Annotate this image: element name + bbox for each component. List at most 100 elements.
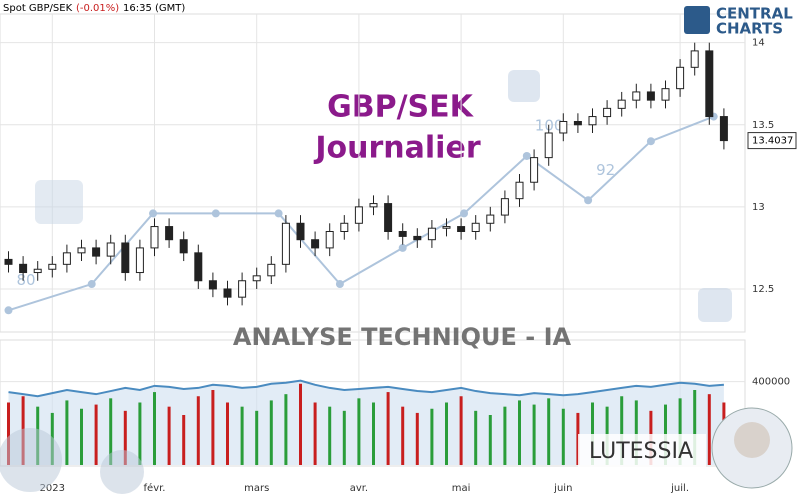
candle-body [354,206,363,224]
volume-bar [182,415,186,465]
volume-bar [94,404,98,465]
candle-body [238,280,247,298]
volume-bar [123,410,127,465]
overlay-point [460,209,469,218]
candle-body [48,263,57,270]
candle-body [340,222,349,232]
volume-bar [299,383,302,465]
chart-subtitle: Journalier [313,131,480,166]
volume-bar [240,406,244,465]
candle-body [442,226,451,229]
volume-bar [620,396,624,465]
candle-body [676,66,685,90]
volume-bar [401,406,405,465]
candle-body [150,226,159,249]
candle-body [296,222,305,241]
overlay-line [8,115,715,312]
x-tick-label: avr. [350,483,368,494]
icon [35,180,83,224]
candle-body [208,280,217,290]
candle-body [515,181,524,200]
last-price: 13.4037 [752,136,793,147]
volume-bar [313,402,317,465]
candle-body [19,263,28,274]
volume-bar [678,398,682,465]
volume-bar [328,406,332,465]
x-tick-label: 2023 [40,483,65,494]
candle-body [121,242,130,274]
y-tick-label: 14 [752,38,765,49]
volume-bar [65,400,69,465]
overlay-point [522,151,531,160]
volume-bar [707,394,711,465]
candle-body [77,247,86,254]
chart-title: GBP/SEK [327,90,475,125]
candle-body [588,116,597,126]
volume-bar [430,408,434,465]
y-tick-label: 12.5 [752,284,774,295]
volume-bar [167,406,171,465]
overlay-point [149,209,158,218]
candle-body [500,198,509,216]
overlay-point [87,280,96,289]
candle-body [135,247,144,274]
volume-bar [503,406,507,465]
y-tick-label: 13.5 [752,120,774,131]
logo-text: CHARTS [716,20,783,38]
x-tick-label: juil. [670,483,689,494]
volume-bar [7,402,10,465]
volume-bar [576,412,580,465]
x-tick-label: juin [553,483,572,494]
price-panel [0,13,746,333]
brand: LUTESSIA [589,439,693,464]
overlay-label: 80 [17,271,36,289]
candle-body [267,263,276,277]
overlay-label: 92 [596,161,615,179]
candle-body [179,239,188,254]
icon [698,288,732,322]
volume-bar [459,396,463,465]
volume-area [8,380,724,465]
candle-body [398,230,407,237]
candle-body [719,116,728,142]
candle-body [486,214,495,224]
x-tick-label: mars [244,483,269,494]
y-tick-label: 13 [752,202,765,213]
volume-bar [634,400,638,465]
volume-bar [532,404,536,465]
candle-body [62,252,71,265]
x-tick-label: mai [452,483,471,494]
candle-body [705,50,714,118]
y-tick-label: 400000 [752,377,790,388]
volume-bar [488,415,492,465]
candle-body [311,239,320,249]
overlay-point [646,137,655,146]
last-price-box [747,132,797,150]
logo-icon [684,6,710,34]
candle-body [646,91,655,101]
avatar-face [734,422,770,458]
candle-body [573,120,582,126]
volume-bar [109,398,113,465]
candle-body [281,222,290,265]
volume-bar [342,410,346,465]
volume-bar [445,402,448,465]
candle-body [632,91,641,101]
volume-bar [255,410,259,465]
change: (-0.01%) [76,3,119,14]
volume-bar [269,400,273,465]
candle-body [457,226,466,232]
instrument: Spot GBP/SEK [3,3,73,14]
volume-bar [138,402,142,465]
icon [508,70,540,102]
candle-body [252,275,261,282]
overlay-point [398,243,407,252]
volume-bar [226,402,229,465]
candle-body [471,222,480,232]
volume-bar [153,392,156,465]
candle-body [661,88,670,101]
candle-body [617,99,626,109]
volume-bar [372,402,375,465]
volume-bar [547,398,551,465]
